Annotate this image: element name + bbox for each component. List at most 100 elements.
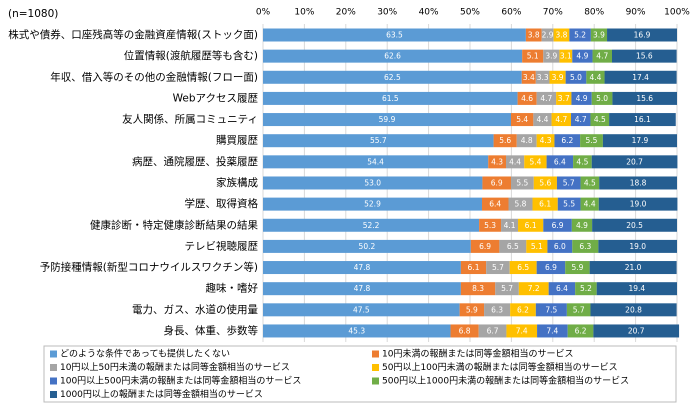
legend-swatch xyxy=(50,377,57,385)
bar-segment xyxy=(263,28,526,42)
bar-segment xyxy=(589,261,677,275)
bar-segment xyxy=(612,91,677,105)
bar-segment xyxy=(607,28,677,42)
bar-segment xyxy=(482,176,511,190)
value-label: 63.5 xyxy=(386,31,403,40)
value-label: 3.9 xyxy=(545,52,557,61)
value-label: 4.7 xyxy=(596,52,608,61)
value-label: 6.3 xyxy=(491,305,503,314)
category-label: 予防接種情報(新型コロナウイルスワクチン等) xyxy=(40,261,258,274)
value-label: 4.5 xyxy=(576,157,588,166)
value-label: 4.4 xyxy=(589,73,601,82)
bar-segment xyxy=(571,113,591,127)
value-label: 5.9 xyxy=(466,305,478,314)
value-label: 5.2 xyxy=(574,31,586,40)
value-label: 4.9 xyxy=(576,94,588,103)
value-label: 19.4 xyxy=(628,284,645,293)
bar-segment xyxy=(536,261,566,275)
value-label: 61.5 xyxy=(382,94,399,103)
value-label: 17.4 xyxy=(632,73,649,82)
value-label: 4.7 xyxy=(575,115,587,124)
bar-segment xyxy=(517,91,537,105)
value-label: 47.8 xyxy=(354,263,371,272)
bar-segment xyxy=(547,239,573,253)
bar-segment xyxy=(495,282,519,296)
bar-segment xyxy=(580,197,599,211)
bar-segment xyxy=(522,49,544,63)
bar-segment xyxy=(501,218,519,232)
x-tick-label: 0% xyxy=(256,8,271,18)
value-label: 5.7 xyxy=(563,178,575,187)
value-label: 6.9 xyxy=(491,178,503,187)
bar-segment xyxy=(518,282,549,296)
x-tick-label: 60% xyxy=(501,8,521,18)
value-label: 15.6 xyxy=(636,52,653,61)
legend-swatch xyxy=(372,350,379,358)
category-label: 身長、体重、歩数等 xyxy=(164,324,259,337)
bar-segment xyxy=(460,282,496,296)
bar-segment xyxy=(590,28,608,42)
legend-swatch xyxy=(372,377,379,385)
bar-segment xyxy=(263,239,471,253)
value-label: 59.9 xyxy=(379,115,396,124)
value-label: 6.4 xyxy=(489,200,501,209)
value-label: 7.2 xyxy=(528,284,540,293)
value-label: 3.8 xyxy=(528,31,540,40)
value-label: 4.4 xyxy=(509,157,521,166)
value-label: 6.7 xyxy=(487,326,499,335)
value-label: 6.2 xyxy=(575,326,587,335)
bar-segment xyxy=(572,239,599,253)
value-label: 19.0 xyxy=(630,200,647,209)
legend-swatch xyxy=(50,391,57,398)
value-label: 50.2 xyxy=(359,242,376,251)
value-label: 16.9 xyxy=(634,31,651,40)
value-label: 5.1 xyxy=(527,52,539,61)
bar-segment xyxy=(590,113,610,127)
value-label: 20.8 xyxy=(625,305,642,314)
value-label: 4.3 xyxy=(491,157,503,166)
bar-segment xyxy=(263,282,461,296)
value-label: 3.1 xyxy=(560,52,572,61)
bar-segment xyxy=(598,239,677,253)
bar-segment xyxy=(486,261,510,275)
value-label: 6.5 xyxy=(517,263,529,272)
bar-segment xyxy=(263,324,451,338)
value-label: 5.9 xyxy=(571,263,583,272)
value-label: 4.4 xyxy=(584,200,596,209)
bar-segment xyxy=(604,70,677,84)
value-label: 6.0 xyxy=(554,242,566,251)
bar-segment xyxy=(263,70,522,84)
value-label: 7.5 xyxy=(545,305,557,314)
bar-segment xyxy=(592,49,613,63)
bar-segment xyxy=(484,303,511,317)
bar-segment xyxy=(263,303,460,317)
legend-swatch xyxy=(50,364,57,371)
bar-segment xyxy=(543,218,572,232)
bar-segment xyxy=(567,324,594,338)
bar-segment xyxy=(536,91,557,105)
bar-segment xyxy=(590,303,677,317)
value-label: 18.8 xyxy=(630,178,647,187)
bar-segment xyxy=(556,91,572,105)
category-label: 健康診断・特定健康診断結果の結果 xyxy=(90,218,258,231)
bar-segment xyxy=(592,218,677,232)
value-label: 53.0 xyxy=(364,178,381,187)
value-label: 5.6 xyxy=(539,178,551,187)
x-tick-label: 80% xyxy=(584,8,604,18)
value-label: 16.1 xyxy=(634,115,651,124)
bar-segment xyxy=(612,49,677,63)
bar-segment xyxy=(499,239,527,253)
bar-segment xyxy=(565,70,587,84)
category-label: 位置情報(渡航履歴等も含む) xyxy=(124,49,258,62)
category-label: 病歴、通院履歴、投薬履歴 xyxy=(132,155,258,168)
bar-segment xyxy=(586,70,605,84)
bar-segment xyxy=(521,70,536,84)
bar-segment xyxy=(518,218,544,232)
value-label: 6.1 xyxy=(468,263,480,272)
bar-segment xyxy=(554,134,581,148)
value-label: 5.0 xyxy=(596,94,608,103)
legend-box xyxy=(43,345,677,403)
value-label: 4.7 xyxy=(555,115,567,124)
bar-segment xyxy=(591,155,678,169)
